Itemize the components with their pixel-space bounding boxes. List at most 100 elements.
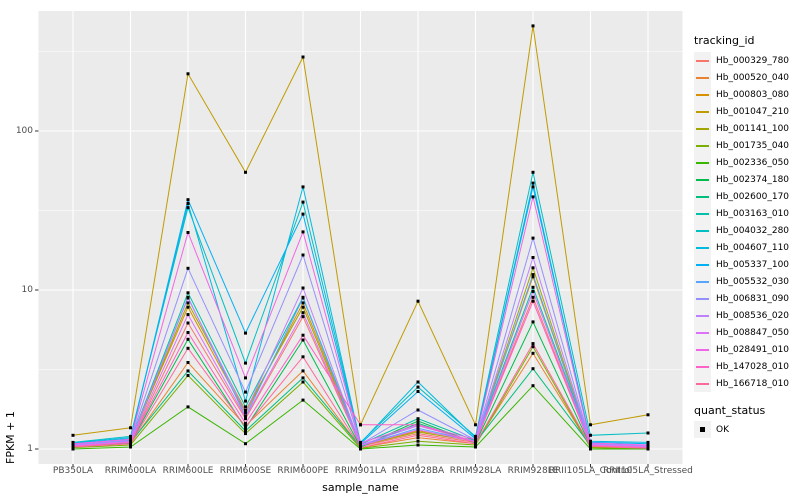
data-point <box>186 374 190 377</box>
data-point <box>416 443 420 447</box>
legend-item: Hb_000803_080 <box>694 86 800 103</box>
data-point <box>416 419 420 423</box>
data-point <box>359 444 362 448</box>
data-point <box>359 446 362 450</box>
legend-key <box>694 421 711 438</box>
data-point <box>186 202 190 205</box>
legend: tracking_id Hb_000329_780 Hb_000520_040 Hb… <box>694 34 800 438</box>
data-point <box>301 212 305 216</box>
data-point <box>301 311 305 315</box>
legend-item-label: Hb_147028_010 <box>716 361 790 372</box>
data-point <box>129 437 132 441</box>
data-point <box>589 441 592 445</box>
data-point <box>301 301 305 305</box>
data-point <box>186 369 190 373</box>
data-point <box>416 380 420 384</box>
legend-color-line-icon <box>696 365 709 368</box>
legend-color-line-icon <box>696 144 709 147</box>
data-point <box>71 442 75 446</box>
legend-key <box>694 375 711 392</box>
data-point <box>359 441 362 445</box>
data-point <box>186 331 190 334</box>
legend-color-line-icon <box>696 59 709 62</box>
legend-key <box>694 358 711 375</box>
x-axis-title: sample_name <box>322 481 399 494</box>
data-point <box>244 432 247 436</box>
legend-color-line-icon <box>696 280 709 283</box>
data-point <box>416 390 420 393</box>
data-point <box>646 431 650 435</box>
legend-item-label: Hb_004032_280 <box>716 225 790 236</box>
data-point <box>244 429 247 433</box>
data-point <box>244 361 247 365</box>
legend-key <box>694 341 711 358</box>
legend-item: Hb_001735_040 <box>694 137 800 154</box>
legend-item: Hb_002336_050 <box>694 154 800 171</box>
data-point <box>416 417 420 421</box>
data-point <box>416 433 420 437</box>
x-tick-label: RRIM901LA <box>334 466 387 476</box>
legend-key <box>694 307 711 324</box>
legend-title-quant-status: quant_status <box>694 404 766 417</box>
legend-item-label: Hb_005532_030 <box>716 276 790 287</box>
data-point <box>531 275 535 279</box>
data-point <box>186 301 190 305</box>
data-point <box>646 443 650 447</box>
legend-key <box>694 205 711 222</box>
data-point <box>301 369 305 373</box>
data-point <box>186 72 190 76</box>
legend-item: Hb_001047_210 <box>694 103 800 120</box>
legend-color-line-icon <box>696 263 709 266</box>
legend-item: Hb_006831_090 <box>694 290 800 307</box>
legend-item: Hb_003163_010 <box>694 205 800 222</box>
data-point <box>129 442 132 446</box>
data-point <box>474 437 477 441</box>
legend-key <box>694 86 711 103</box>
legend-key <box>694 273 711 290</box>
legend-item-label: Hb_002374_180 <box>716 174 790 185</box>
data-point <box>589 447 592 451</box>
data-point <box>416 439 420 443</box>
y-axis-title: FPKM + 1 <box>4 411 17 464</box>
data-point <box>531 289 535 293</box>
data-point <box>301 380 305 384</box>
legend-item: Hb_008847_050 <box>694 324 800 341</box>
data-point <box>244 410 247 414</box>
legend-item: Hb_004607_110 <box>694 239 800 256</box>
data-point <box>244 390 247 394</box>
data-point <box>531 351 535 355</box>
data-point <box>474 423 477 427</box>
legend-item: Hb_166718_010 <box>694 375 800 392</box>
legend-key <box>694 69 711 86</box>
x-tick-label: RRIM928BA <box>391 466 445 476</box>
data-point <box>589 433 592 437</box>
legend-item-label: Hb_166718_010 <box>716 378 790 389</box>
legend-color-line-icon <box>696 76 709 79</box>
data-point <box>301 305 305 309</box>
legend-item-label: Hb_008847_050 <box>716 327 790 338</box>
data-point <box>186 198 190 202</box>
legend-item: Hb_005337_100 <box>694 256 800 273</box>
x-tick-label: RRIM928LE <box>507 466 559 476</box>
legend-item-label: OK <box>716 424 729 435</box>
x-tick-label: RRIM600PE <box>277 466 329 476</box>
legend-item: Hb_004032_280 <box>694 222 800 239</box>
data-point <box>186 291 190 295</box>
legend-color-line-icon <box>696 178 709 181</box>
data-point <box>71 447 75 451</box>
legend-key <box>694 239 711 256</box>
data-point <box>531 181 535 185</box>
data-point <box>244 331 247 335</box>
data-point <box>416 299 420 303</box>
data-point <box>416 432 420 436</box>
data-point <box>646 413 650 417</box>
data-point <box>474 445 477 449</box>
data-point <box>244 170 247 174</box>
data-point <box>416 408 420 412</box>
x-tick-label: RRIM600LA <box>104 466 157 476</box>
data-point <box>186 305 190 309</box>
data-point <box>244 415 247 419</box>
legend-item-label: Hb_000803_080 <box>716 89 790 100</box>
x-tick-label: RRII105LA_Control <box>548 466 633 476</box>
legend-color-line-icon <box>696 246 709 249</box>
